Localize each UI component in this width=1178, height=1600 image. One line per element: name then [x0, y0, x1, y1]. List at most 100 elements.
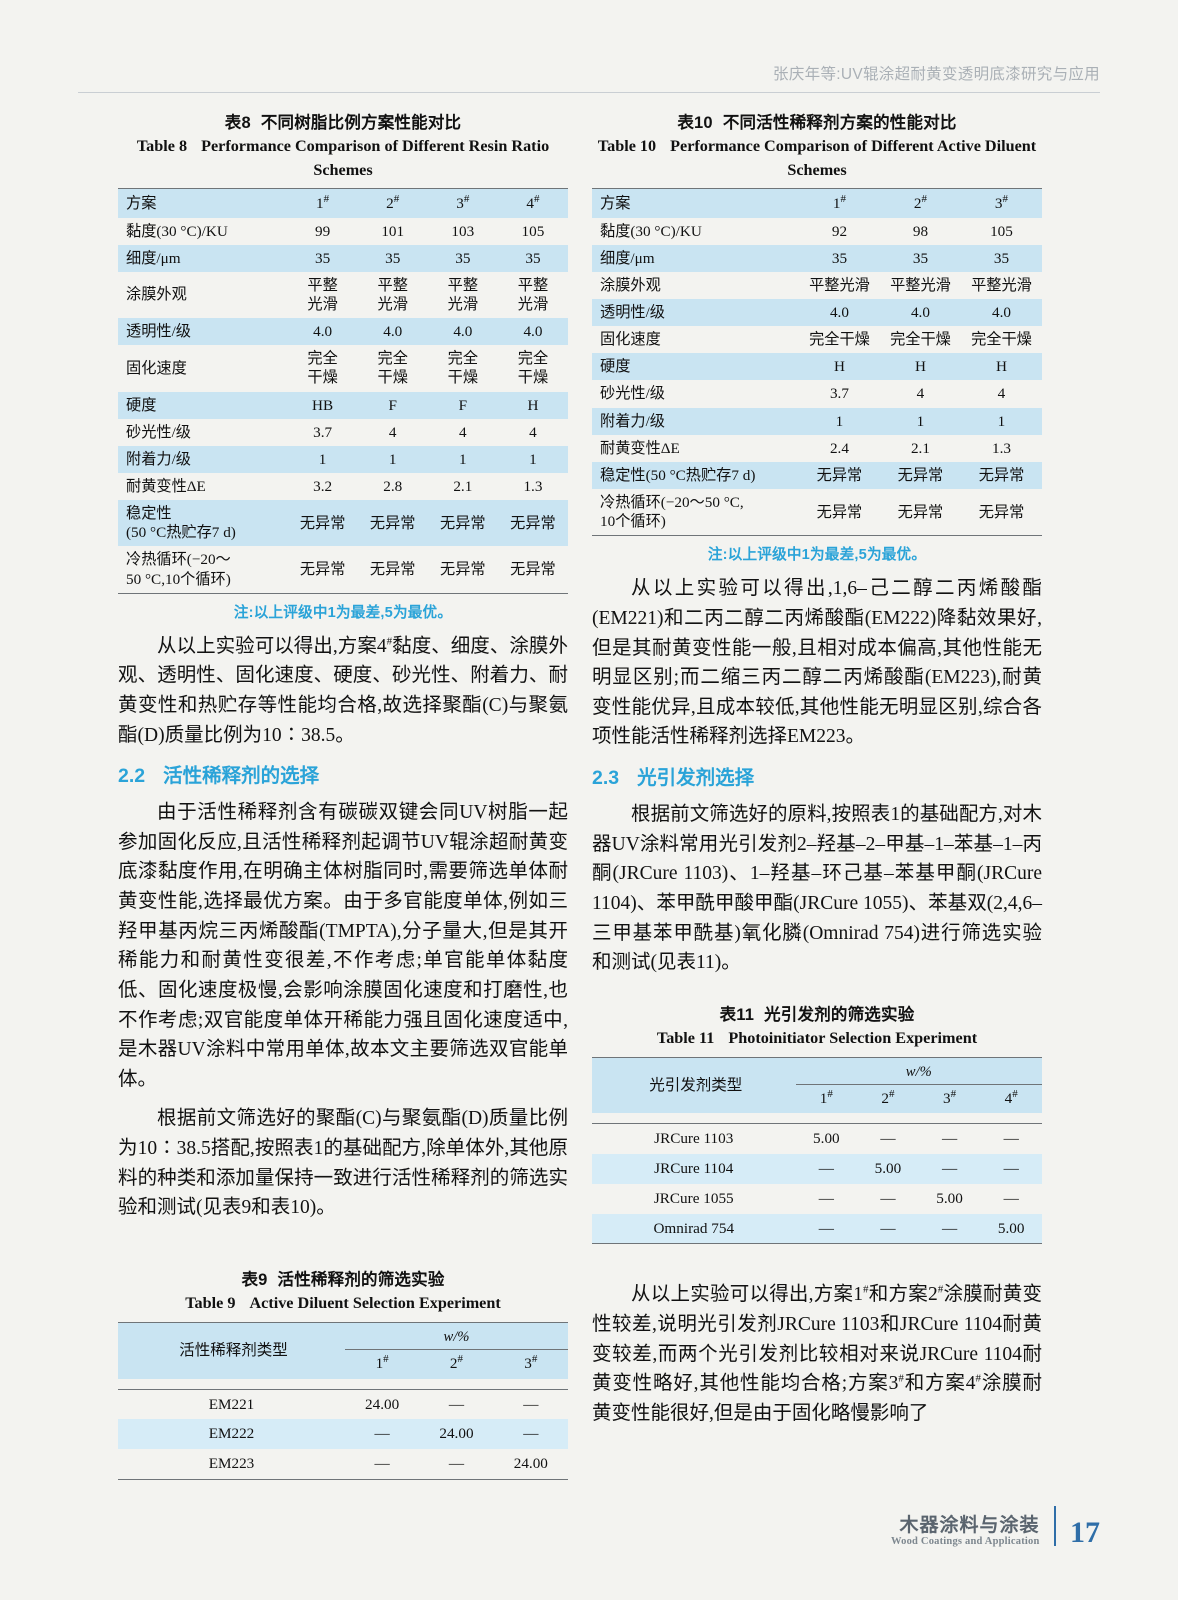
table-row: EM221 24.00 — — [118, 1389, 568, 1419]
col-header: 2# [357, 188, 428, 218]
row-header: EM223 [208, 1455, 255, 1473]
table-cell: 1 [427, 445, 498, 473]
left-paragraph-2: 由于活性稀释剂含有碳碳双键会同UV树脂一起参加固化反应,且活性稀释剂起调节UV辊… [118, 802, 568, 1090]
table-cell: 无异常 [978, 503, 1025, 521]
table-cell: H [798, 353, 880, 381]
journal-title-cn: 木器涂料与涂装 [899, 1514, 1040, 1536]
table-11: 光引发剂类型 w/% 1# 2# 3# 4# JRCure 1103 5.00— — — JRCur… [592, 1056, 1042, 1245]
row-header: 砂光性/级 [600, 385, 665, 403]
table-cell: 99 [315, 222, 331, 240]
table-cell: H [960, 353, 1042, 381]
row-header: 细度/μm [592, 244, 799, 272]
table-cell: 平整光滑 [890, 276, 951, 294]
right-column: 表10 不同活性稀释剂方案的性能对比 Table 10 Performance Co… [592, 112, 1042, 1429]
table-row: JRCure 1055 — — 5.00 — [592, 1184, 1042, 1214]
section-2-2-number: 2.2 [118, 765, 146, 788]
table-cell: — [795, 1154, 858, 1184]
section-2-2-heading: 2.2 活性稀释剂的选择 [118, 759, 568, 788]
table9-cn-label: 表9 [241, 1270, 268, 1289]
table-cell: 5.00 [936, 1189, 963, 1207]
table9-en-label: Table 9 [185, 1294, 236, 1313]
table-cell: 24.00 [419, 1419, 494, 1450]
col-header-group: w/% [344, 1322, 568, 1350]
table9-en-title: Active Diluent Selection Experiment [249, 1294, 501, 1313]
section-2-3-heading: 2.3 光引发剂选择 [592, 761, 1042, 790]
row-header: 细度/μm [118, 244, 288, 272]
row-header: 砂光性/级 [126, 423, 191, 441]
table-cell: 2.1 [453, 478, 473, 495]
table-cell: 35 [497, 244, 568, 272]
table-cell: 4 [388, 423, 397, 441]
table8-cn-title: 不同树脂比例方案性能对比 [260, 114, 462, 132]
table11-en-title: Photoinitiator Selection Experiment [728, 1029, 978, 1048]
table-row: 砂光性/级 3.7 4 4 4 [118, 419, 568, 446]
table-row: 稳定性(50 °C热贮存7 d) 无异常 无异常 无异常 [592, 461, 1042, 489]
table-cell: 1.3 [991, 439, 1011, 457]
table-cell: 3.7 [313, 423, 333, 441]
row-header: 固化速度 [600, 331, 661, 349]
table-cell: 2.4 [829, 439, 849, 457]
table-cell: F [357, 391, 428, 419]
row-header: 稳定性(50 °C热贮存7 d) [592, 461, 799, 489]
table-row: 黏度(30 °C)/KU 92 98 105 [592, 218, 1042, 245]
table-cell: 24.00 [513, 1455, 548, 1473]
table-cell: — [880, 1189, 896, 1207]
col-header: 1# [344, 1349, 420, 1379]
table8-en-label: Table 8 [136, 137, 188, 156]
table-header-sub-row: 1# 2# 3# [118, 1349, 568, 1379]
running-head: 张庆年等:UV辊涂超耐黄变透明底漆研究与应用 [773, 66, 1100, 83]
row-header: 耐黄变性ΔE [126, 478, 206, 495]
table-row: 细度/μm 35 35 35 35 [118, 244, 568, 272]
page-footer: 木器涂料与涂装 Wood Coatings and Application 17 [891, 1506, 1100, 1548]
table-row: JRCure 1103 5.00 — — — [592, 1124, 1042, 1154]
col-header-group: w/% [795, 1057, 1042, 1085]
table-cell: 4 [459, 423, 467, 441]
col-header: 1# [795, 1084, 858, 1114]
table-header-group-row: 光引发剂类型 w/% [592, 1057, 1042, 1114]
table-cell: 3.7 [829, 385, 849, 403]
table-header-sub-row: 1# 2# 3# 4# [592, 1084, 1042, 1114]
table-cell: 35 [287, 244, 358, 272]
table-row: EM222—24.00— [118, 1419, 568, 1450]
table-row: 固化速度 完全干燥 完全干燥 完全干燥 [592, 326, 1042, 353]
table-cell: 完全干燥 [517, 350, 549, 387]
table-cell: 1 [357, 445, 428, 473]
table10-cn-title: 不同活性稀释剂方案的性能对比 [722, 114, 957, 132]
table-header-group-row: 活性稀释剂类型 w/% [118, 1322, 568, 1379]
section-2-3-number: 2.3 [592, 767, 620, 790]
table-cell: 平整光滑 [971, 276, 1032, 294]
table11-cn-title: 光引发剂的筛选实验 [764, 1005, 915, 1024]
footer-divider [1053, 1506, 1056, 1546]
row-header: 耐黄变性ΔE [600, 439, 680, 457]
table-cell: — [980, 1154, 1042, 1184]
table-row: 稳定性 (50 °C热贮存7 d) 无异常 无异常 无异常 无异常 [118, 500, 568, 547]
row-header: JRCure 1104 [592, 1154, 796, 1184]
table-cell: 完全干燥 [971, 331, 1032, 349]
table-cell: 4.0 [879, 299, 961, 327]
col-header: 3# [918, 1084, 981, 1114]
table11-cn-label: 表11 [719, 1005, 755, 1024]
table10-caption: 表10 不同活性稀释剂方案的性能对比 Table 10 Performance Co… [592, 112, 1042, 182]
table-cell: H [879, 353, 961, 381]
table-cell: 1 [960, 407, 1042, 435]
right-paragraph-1: 从以上实验可以得出,1,6–己二醇二丙烯酸酯(EM221)和二丙二醇二丙烯酸酯(… [592, 578, 1042, 748]
table-cell: 2.1 [910, 439, 930, 457]
row-header: EM222 [118, 1419, 345, 1450]
table-row: 透明性/级 4.0 4.0 4.0 [592, 299, 1042, 327]
row-header: 固化速度 [126, 359, 187, 377]
table-cell: 无异常 [510, 560, 556, 578]
row-header: 黏度(30 °C)/KU [600, 222, 702, 240]
table9-caption: 表9 活性稀释剂的筛选实验 Table 9 Active Diluent Selec… [118, 1269, 568, 1316]
row-header: 硬度 [592, 353, 799, 381]
table-cell: 1 [879, 407, 961, 435]
table-row: 耐黄变性ΔE 2.4 2.1 1.3 [592, 435, 1042, 462]
col-header: 3# [427, 188, 498, 218]
table-cell: 105 [990, 222, 1013, 240]
table-cell: — [1003, 1189, 1019, 1207]
col-header-type: 活性稀释剂类型 [118, 1322, 345, 1379]
table-cell: 105 [521, 222, 545, 240]
table-cell: 4 [997, 385, 1006, 403]
table-cell: 无异常 [897, 503, 944, 521]
row-header: 透明性/级 [118, 318, 288, 346]
table-cell: 1 [287, 445, 358, 473]
